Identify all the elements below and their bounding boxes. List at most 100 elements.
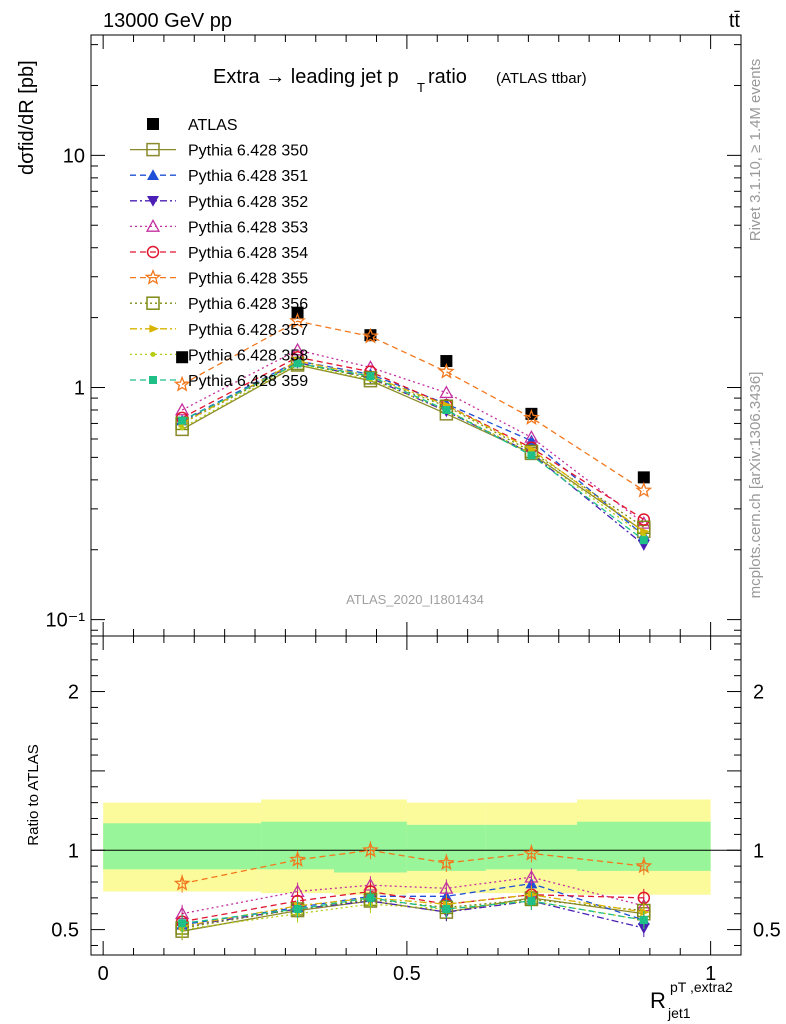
y-tick-label-right: 1 xyxy=(753,840,764,862)
legend-marker xyxy=(149,324,159,333)
legend-item: Pythia 6.428 350 xyxy=(130,143,308,160)
data-point xyxy=(640,527,650,536)
analysis-label: ATLAS_2020_I1801434 xyxy=(346,592,484,607)
ratio-point xyxy=(439,881,454,894)
legend-label: Pythia 6.428 351 xyxy=(188,168,308,185)
data-point xyxy=(439,385,454,399)
xlabel-main: R xyxy=(650,988,666,1013)
series-pythia-6-428-355 xyxy=(173,312,653,498)
legend-marker xyxy=(146,245,160,259)
ratio-line xyxy=(181,898,644,929)
ratio-line xyxy=(182,882,645,926)
ratio-line xyxy=(182,900,644,931)
data-point xyxy=(293,359,302,368)
data-point xyxy=(635,481,653,498)
legend-marker xyxy=(145,219,161,232)
legend-item: Pythia 6.428 357 xyxy=(130,322,308,339)
legend-marker xyxy=(146,142,160,157)
legend-label: Pythia 6.428 352 xyxy=(188,194,308,211)
series-line xyxy=(181,361,645,546)
data-point xyxy=(366,372,375,381)
y-tick-label: 0.5 xyxy=(51,920,79,942)
legend-label: Pythia 6.428 357 xyxy=(188,322,308,339)
data-point xyxy=(175,402,190,416)
legend-item: Pythia 6.428 353 xyxy=(130,219,308,236)
ratio-point xyxy=(178,919,187,928)
chart-title-subscript: T xyxy=(417,80,425,95)
series-line xyxy=(181,356,645,521)
series-line xyxy=(181,362,645,541)
legend-marker xyxy=(144,268,162,285)
ratio-line xyxy=(181,876,644,915)
legend-label: Pythia 6.428 355 xyxy=(188,271,308,288)
data-point xyxy=(173,375,191,392)
legend-item: Pythia 6.428 355 xyxy=(130,268,308,288)
chart-title-suffix: ratio xyxy=(428,66,467,88)
ratio-point xyxy=(366,893,375,902)
ratio-point xyxy=(527,897,536,906)
series-line xyxy=(181,360,645,532)
ratio-point xyxy=(524,869,539,883)
legend-marker xyxy=(147,169,159,180)
ratio-series-pythia-6-428-355 xyxy=(173,841,653,893)
data-point xyxy=(290,356,305,371)
legend-item: Pythia 6.428 359 xyxy=(130,373,308,390)
ylabel-bottom: Ratio to ATLAS xyxy=(25,744,42,845)
series-pythia-6-428-359 xyxy=(178,359,648,545)
y-axis-label-top: dσfid/dR [pb] xyxy=(16,60,38,175)
legend-label: Pythia 6.428 359 xyxy=(188,373,308,390)
series-atlas xyxy=(176,306,650,484)
rivet-label: Rivet 3.1.10, ≥ 1.4M events xyxy=(747,59,764,242)
ratio-point xyxy=(635,857,653,874)
legend-marker xyxy=(150,351,156,357)
legend-marker xyxy=(147,118,159,130)
legend-item: ATLAS xyxy=(147,117,238,134)
inner-uncertainty-band xyxy=(103,823,262,870)
data-point xyxy=(178,416,187,425)
y-tick-label-right: 0.5 xyxy=(753,920,781,942)
data-point xyxy=(637,471,650,484)
ratio-point xyxy=(362,841,379,858)
chart-title-note: (ATLAS ttbar) xyxy=(496,70,587,87)
xlabel-subscript: jet1 xyxy=(667,1005,691,1021)
data-point xyxy=(290,342,305,356)
ratio-point xyxy=(289,851,306,867)
data-point xyxy=(289,312,306,329)
legend-label: Pythia 6.428 356 xyxy=(188,296,308,313)
legend-marker xyxy=(149,376,157,384)
ratio-point xyxy=(639,916,648,925)
series-line xyxy=(181,363,645,537)
process-label: tt̄ xyxy=(729,10,741,32)
ratio-line xyxy=(182,897,644,924)
data-point xyxy=(362,327,379,344)
ratio-line xyxy=(181,890,644,923)
y-tick-label: 10 xyxy=(63,145,85,167)
legend-label: Pythia 6.428 354 xyxy=(188,245,308,262)
ratio-point xyxy=(173,874,191,891)
energy-label: 13000 GeV pp xyxy=(103,10,232,32)
series-line xyxy=(181,360,645,537)
ratio-point xyxy=(640,908,650,917)
data-point xyxy=(527,451,536,460)
legend-item: Pythia 6.428 358 xyxy=(130,347,308,364)
data-point xyxy=(176,351,189,364)
ratio-point xyxy=(523,844,540,861)
data-point xyxy=(639,536,648,545)
legend-marker xyxy=(147,196,159,207)
legend: ATLAS Pythia 6.428 350 Pythia 6.428 351 Pyt… xyxy=(130,117,308,390)
y-tick-label: 1 xyxy=(68,840,79,862)
x-axis-label: R pT ,extra2 jet1 xyxy=(650,979,733,1021)
data-point xyxy=(637,513,651,526)
ratio-point xyxy=(438,854,455,871)
y-tick-label: 2 xyxy=(68,682,79,704)
y-tick-label: 10⁻¹ xyxy=(46,610,86,632)
legend-item: Pythia 6.428 351 xyxy=(130,168,308,185)
legend-item: Pythia 6.428 354 xyxy=(130,245,308,262)
data-point xyxy=(636,515,651,529)
legend-label: Pythia 6.428 358 xyxy=(188,347,308,364)
series-line xyxy=(181,349,645,524)
y-tick-label-right: 2 xyxy=(753,682,764,704)
ratio-point xyxy=(442,904,451,913)
mcplots-label: mcplots.cern.ch [arXiv:1306.3436] xyxy=(747,372,764,599)
